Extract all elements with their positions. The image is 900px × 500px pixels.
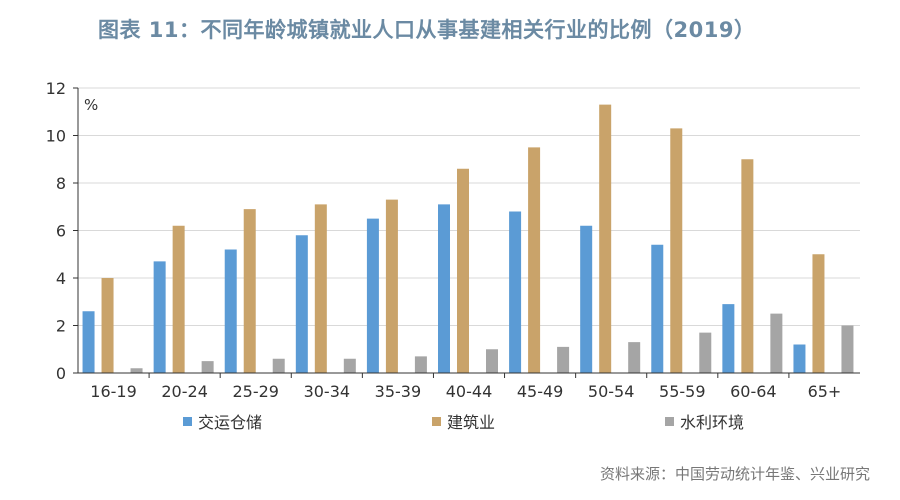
y-tick-label: 4 [56,269,66,288]
bar-transport-65+ [793,344,806,373]
legend-swatch-construction [432,416,441,426]
x-tick-label: 45-49 [517,382,564,401]
bar-transport-20-24 [153,261,166,373]
y-axis-ticks: 0 2 4 6 8 10 12 [46,79,78,383]
bar-water-50-54 [628,342,641,373]
x-tick-label: 16-19 [90,382,137,401]
bar-water-30-34 [343,358,356,373]
x-tick-label: 40-44 [446,382,493,401]
bar-transport-30-34 [295,235,308,373]
bar-water-40-44 [486,349,498,373]
legend-item-transport: 交运仓储 [183,409,262,433]
x-tick-label: 20-24 [161,382,208,401]
bar-construction-40-44 [457,168,469,373]
bar-transport-40-44 [438,204,450,373]
legend-item-construction: 建筑业 [432,409,495,433]
bar-water-25-29 [272,358,285,373]
bar-construction-25-29 [243,209,256,373]
source-note: 资料来源：中国劳动统计年鉴、兴业研究 [599,465,870,483]
bar-transport-50-54 [580,225,593,373]
bar-transport-55-59 [651,244,664,373]
legend-swatch-transport [183,416,192,426]
bar-water-16-19 [130,368,143,373]
legend-label-water: 水利环境 [680,413,745,432]
bar-construction-20-24 [172,225,185,373]
bar-construction-16-19 [101,278,114,373]
bar-construction-30-34 [314,204,327,373]
y-tick-label: 12 [46,79,66,98]
y-tick-label: 8 [56,174,66,193]
x-tick-label: 30-34 [304,382,351,401]
x-tick-label: 60-64 [730,382,777,401]
bar-water-55-59 [699,332,712,373]
y-tick-label: 0 [56,364,66,383]
bar-construction-55-59 [670,128,683,373]
x-tick-label: 55-59 [659,382,706,401]
x-tick-label: 50-54 [588,382,635,401]
x-tick-label: 65+ [808,382,842,401]
bar-water-35-39 [414,356,427,373]
bar-water-60-64 [770,313,783,373]
legend-item-water: 水利环境 [665,409,744,433]
legend-swatch-water [665,416,674,426]
bars [82,104,854,373]
bar-transport-16-19 [82,311,95,373]
bar-construction-50-54 [599,104,612,373]
bar-transport-25-29 [224,249,237,373]
bar-construction-35-39 [385,199,398,373]
bar-water-45-49 [557,346,570,373]
bar-construction-60-64 [741,159,754,373]
y-tick-label: 2 [56,317,66,336]
legend-label-construction: 建筑业 [447,413,496,432]
legend-label-transport: 交运仓储 [198,413,263,432]
bar-construction-65+ [812,254,825,373]
bar-water-20-24 [201,361,214,373]
bar-transport-60-64 [722,304,735,373]
chart-title: 图表 11：不同年龄城镇就业人口从事基建相关行业的比例（2019） [98,18,756,42]
bar-transport-45-49 [509,211,522,373]
x-tick-label: 25-29 [232,382,279,401]
x-tick-label: 35-39 [375,382,422,401]
x-axis-ticks: 16-19 20-24 25-29 30-34 35-39 40-44 45-49 50-54… [90,373,841,401]
bar-construction-45-49 [528,147,541,373]
y-tick-label: 6 [56,222,66,241]
bar-transport-35-39 [366,218,379,373]
y-tick-label: 10 [46,127,66,146]
y-unit-label: % [84,96,99,114]
bar-water-65+ [841,325,854,373]
